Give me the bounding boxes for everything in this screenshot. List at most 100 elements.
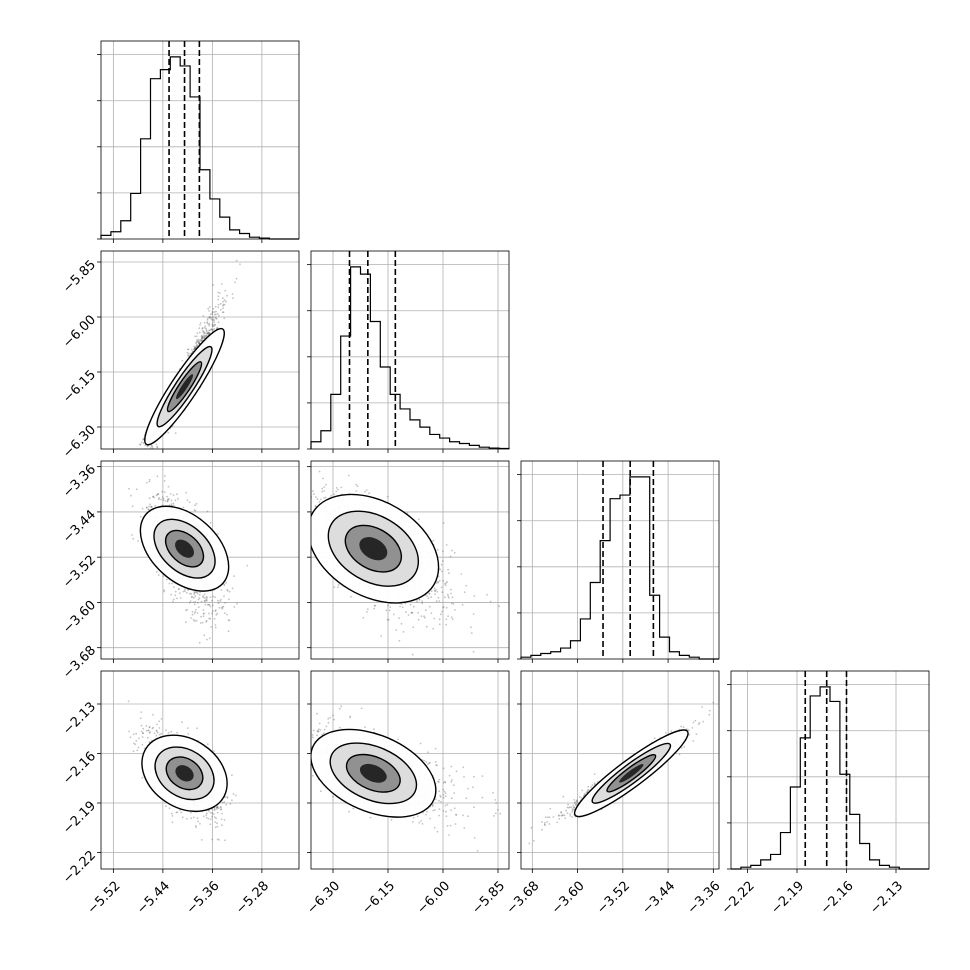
sample-point — [170, 593, 173, 596]
sample-point — [416, 600, 418, 603]
sample-point — [166, 578, 168, 581]
sample-point — [205, 327, 208, 330]
sample-point — [445, 582, 448, 584]
sample-point — [211, 311, 214, 313]
histogram-step — [731, 686, 929, 870]
sample-point — [206, 317, 209, 320]
sample-point — [141, 451, 143, 453]
sample-point — [473, 595, 476, 597]
sample-point — [154, 504, 157, 507]
sample-point — [217, 306, 220, 309]
sample-point — [208, 332, 210, 334]
sample-point — [216, 838, 219, 841]
sample-point — [452, 603, 455, 605]
sample-point — [221, 297, 224, 300]
sample-point — [151, 445, 153, 448]
sample-point — [393, 613, 395, 616]
sample-point — [202, 337, 204, 339]
sample-point — [217, 291, 220, 294]
sample-point — [216, 811, 219, 814]
sample-point — [158, 497, 161, 499]
sample-point — [398, 639, 401, 642]
sample-point — [203, 600, 206, 602]
sample-point — [306, 539, 308, 541]
sample-point — [214, 324, 216, 326]
sample-point — [205, 599, 208, 602]
sample-point — [323, 497, 325, 499]
sample-point — [206, 603, 209, 606]
sample-point — [162, 498, 165, 500]
sample-point — [206, 599, 208, 602]
sample-point — [155, 443, 158, 446]
sample-point — [197, 606, 200, 609]
sample-point — [166, 500, 169, 502]
sample-point — [412, 605, 415, 608]
sample-point — [232, 297, 234, 299]
sample-point — [220, 808, 222, 811]
sample-point — [131, 505, 134, 508]
sample-point — [186, 351, 189, 354]
sample-point — [450, 588, 452, 591]
sample-point — [206, 331, 209, 334]
sample-point — [214, 323, 216, 326]
sample-point — [216, 327, 219, 330]
sample-point — [398, 617, 401, 620]
sample-point — [313, 493, 315, 496]
sample-point — [149, 447, 152, 449]
sample-point — [180, 811, 183, 814]
sample-point — [164, 500, 167, 502]
sample-point — [435, 582, 438, 584]
sample-point — [208, 612, 210, 615]
contour-line — [311, 493, 440, 604]
sample-point — [347, 474, 350, 477]
sample-point — [405, 611, 407, 614]
sample-point — [196, 602, 199, 604]
sample-point — [205, 619, 208, 622]
contour-line — [144, 327, 225, 446]
sample-point — [199, 822, 201, 825]
sample-point — [202, 331, 205, 333]
sample-point — [196, 612, 199, 614]
sample-point — [461, 603, 464, 606]
sample-point — [155, 729, 158, 732]
sample-point — [212, 604, 214, 607]
sample-point — [209, 329, 211, 332]
sample-point — [404, 602, 407, 605]
sample-point — [219, 302, 222, 305]
sample-point — [198, 339, 201, 342]
sample-point — [173, 504, 175, 507]
sample-point — [196, 340, 199, 343]
sample-point — [324, 496, 327, 499]
sample-point — [203, 321, 206, 324]
sample-point — [366, 611, 368, 613]
sample-point — [417, 518, 420, 521]
sample-point — [366, 608, 369, 611]
sample-point — [386, 618, 389, 621]
sample-point — [325, 483, 327, 486]
sample-point — [215, 318, 218, 320]
sample-point — [129, 736, 132, 739]
sample-point — [174, 432, 177, 434]
sample-point — [323, 490, 325, 492]
sample-point — [335, 490, 338, 493]
sample-point — [447, 593, 449, 596]
sample-point — [139, 515, 142, 518]
sample-point — [299, 501, 301, 503]
sample-point — [387, 618, 390, 621]
sample-point — [207, 323, 210, 326]
sample-point — [205, 330, 208, 333]
sample-point — [155, 494, 158, 497]
sample-point — [202, 609, 205, 611]
sample-point — [219, 600, 222, 602]
contour-line — [164, 529, 205, 568]
sample-point — [216, 822, 218, 825]
sample-point — [444, 584, 447, 587]
sample-point — [202, 815, 205, 818]
sample-point — [184, 590, 186, 592]
sample-point — [198, 342, 201, 345]
sample-point — [210, 328, 213, 331]
sample-point — [150, 505, 153, 508]
sample-point — [202, 595, 204, 597]
sample-point — [208, 316, 211, 318]
sample-point — [222, 307, 224, 310]
